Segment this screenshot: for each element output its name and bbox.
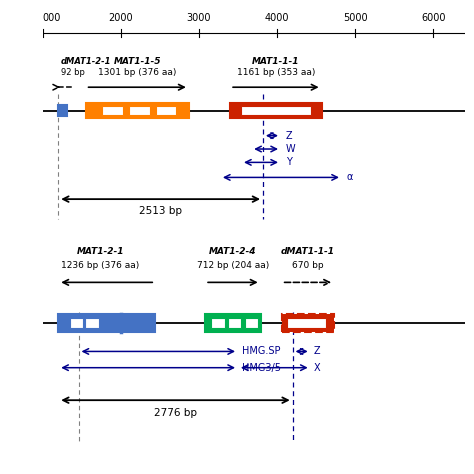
Bar [211, 318, 225, 328]
Bar [156, 106, 176, 115]
Text: 6000: 6000 [421, 13, 446, 23]
Text: Z: Z [314, 346, 320, 356]
Bar [102, 106, 123, 115]
Text: X: X [314, 363, 320, 373]
Text: Y: Y [286, 157, 292, 167]
Text: 1236 bp (376 aa): 1236 bp (376 aa) [61, 261, 140, 270]
Text: HMG3/5: HMG3/5 [242, 363, 281, 373]
Text: MAT1-1-1: MAT1-1-1 [252, 56, 300, 65]
Text: 92 bp: 92 bp [61, 68, 84, 77]
Text: MAT1-1-5: MAT1-1-5 [113, 56, 161, 65]
Bar [245, 318, 258, 328]
Text: 5000: 5000 [343, 13, 367, 23]
Bar [228, 318, 241, 328]
Text: 000: 000 [43, 13, 61, 23]
Bar [85, 318, 99, 328]
Text: α: α [346, 173, 353, 182]
Bar [287, 318, 326, 328]
Bar [205, 314, 261, 332]
Bar [58, 314, 155, 332]
Text: MAT1-2-4: MAT1-2-4 [209, 247, 256, 256]
Text: Z: Z [286, 131, 292, 141]
Bar [58, 105, 67, 116]
Text: dMAT1-1-1: dMAT1-1-1 [281, 247, 335, 256]
Bar [70, 318, 82, 328]
Bar [86, 103, 189, 118]
Bar [129, 106, 150, 115]
Text: 3000: 3000 [187, 13, 211, 23]
Text: 2776 bp: 2776 bp [154, 408, 197, 419]
Text: 2513 bp: 2513 bp [139, 206, 182, 216]
Text: 4000: 4000 [265, 13, 289, 23]
Bar [282, 314, 334, 332]
Bar [241, 106, 310, 115]
Text: 1301 bp (376 aa): 1301 bp (376 aa) [98, 68, 176, 77]
Text: 2000: 2000 [109, 13, 133, 23]
Text: HMG.SP: HMG.SP [242, 346, 281, 356]
Text: MAT1-2-1: MAT1-2-1 [77, 247, 124, 256]
Text: 1161 bp (353 aa): 1161 bp (353 aa) [237, 68, 315, 77]
Text: 712 bp (204 aa): 712 bp (204 aa) [197, 261, 269, 270]
Bar [230, 103, 321, 118]
Text: dMAT1-2-1: dMAT1-2-1 [61, 56, 111, 65]
Text: W: W [286, 144, 295, 154]
Text: 670 bp: 670 bp [292, 261, 324, 270]
